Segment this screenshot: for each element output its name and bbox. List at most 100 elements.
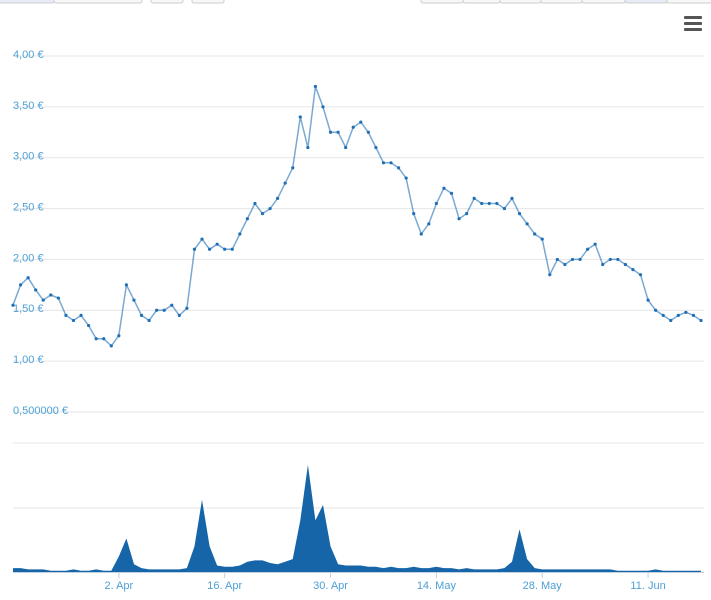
price-point: [291, 166, 295, 170]
price-point: [102, 337, 106, 341]
price-point: [442, 186, 446, 190]
price-point: [608, 257, 612, 262]
price-point: [336, 130, 340, 134]
price-point: [328, 130, 333, 134]
price-point: [71, 318, 76, 323]
range-button[interactable]: [0, 0, 55, 4]
price-point: [434, 201, 438, 206]
x-tick-label: 11. Jun: [630, 580, 665, 592]
price-point: [11, 303, 15, 307]
price-point: [381, 161, 386, 165]
price-point: [540, 237, 544, 241]
price-point: [502, 206, 507, 211]
price-point: [404, 176, 408, 180]
price-point: [283, 181, 287, 185]
price-point: [79, 313, 83, 317]
price-point: [601, 262, 605, 267]
price-point: [449, 191, 454, 195]
price-point: [563, 262, 567, 267]
price-point: [260, 212, 265, 216]
price-point: [654, 308, 658, 312]
price-point: [366, 130, 370, 134]
price-point: [533, 232, 537, 236]
range-buttons: [0, 0, 711, 4]
price-point: [177, 313, 181, 317]
price-point: [570, 257, 575, 262]
price-point: [359, 120, 363, 124]
price-point: [548, 273, 552, 277]
price-point: [623, 262, 627, 267]
range-button[interactable]: [420, 0, 464, 4]
price-point: [56, 296, 60, 300]
price-point: [419, 232, 423, 236]
range-button[interactable]: [581, 0, 626, 4]
price-point: [139, 313, 144, 317]
price-point: [238, 232, 242, 236]
price-line: [12, 86, 702, 348]
price-point: [306, 145, 310, 150]
price-point: [661, 313, 665, 317]
price-point: [676, 313, 680, 317]
price-point: [147, 318, 151, 323]
price-point: [64, 313, 68, 317]
x-tick-label: 2. Apr: [104, 580, 133, 592]
range-button[interactable]: [191, 0, 225, 4]
range-button[interactable]: [666, 0, 711, 4]
menu-bar: [684, 16, 702, 19]
price-point: [117, 334, 121, 338]
price-point: [638, 273, 643, 277]
price-point: [616, 257, 620, 262]
y-tick-label: 4,00 €: [13, 49, 44, 61]
price-point: [457, 217, 461, 221]
price-point: [593, 242, 597, 246]
price-point: [215, 242, 219, 246]
price-point: [351, 125, 355, 129]
price-point: [684, 310, 688, 314]
price-point: [525, 222, 529, 226]
x-tick-label: 14. May: [417, 580, 457, 592]
price-point: [465, 212, 469, 216]
y-tick-label: 3,50 €: [13, 100, 44, 112]
price-point: [510, 196, 514, 200]
price-point: [298, 115, 302, 119]
range-button[interactable]: [624, 0, 668, 4]
price-point: [517, 212, 522, 216]
price-point: [631, 268, 635, 272]
price-point: [585, 247, 590, 251]
y-tick-label: 3,00 €: [13, 151, 44, 163]
price-point: [253, 201, 257, 206]
range-button[interactable]: [540, 0, 583, 4]
price-point: [344, 145, 348, 150]
price-point: [170, 303, 174, 307]
price-point: [41, 298, 45, 302]
price-point: [396, 166, 401, 170]
price-point: [223, 247, 227, 251]
price-point: [230, 247, 234, 251]
price-point: [124, 283, 129, 287]
y-tick-label: 2,50 €: [13, 201, 44, 213]
price-point: [669, 318, 673, 323]
price-point: [646, 298, 650, 302]
y-tick-label: 2,00 €: [13, 252, 44, 264]
price-point: [555, 257, 559, 262]
range-button[interactable]: [53, 0, 143, 4]
price-point: [18, 283, 23, 287]
price-point: [495, 201, 499, 206]
price-point: [207, 247, 212, 251]
price-point: [268, 206, 272, 211]
range-button[interactable]: [150, 0, 184, 4]
price-point: [276, 196, 280, 200]
price-point: [699, 318, 703, 323]
y-tick-label: 1,00 €: [13, 354, 44, 366]
menu-button[interactable]: [684, 16, 702, 31]
price-point: [374, 145, 378, 150]
price-point: [691, 313, 696, 317]
range-button[interactable]: [499, 0, 542, 4]
price-point: [192, 247, 197, 251]
range-button[interactable]: [462, 0, 501, 4]
price-point: [132, 298, 136, 302]
x-tick-label: 16. Apr: [207, 580, 242, 592]
menu-bar: [684, 22, 702, 25]
price-point: [185, 306, 189, 310]
